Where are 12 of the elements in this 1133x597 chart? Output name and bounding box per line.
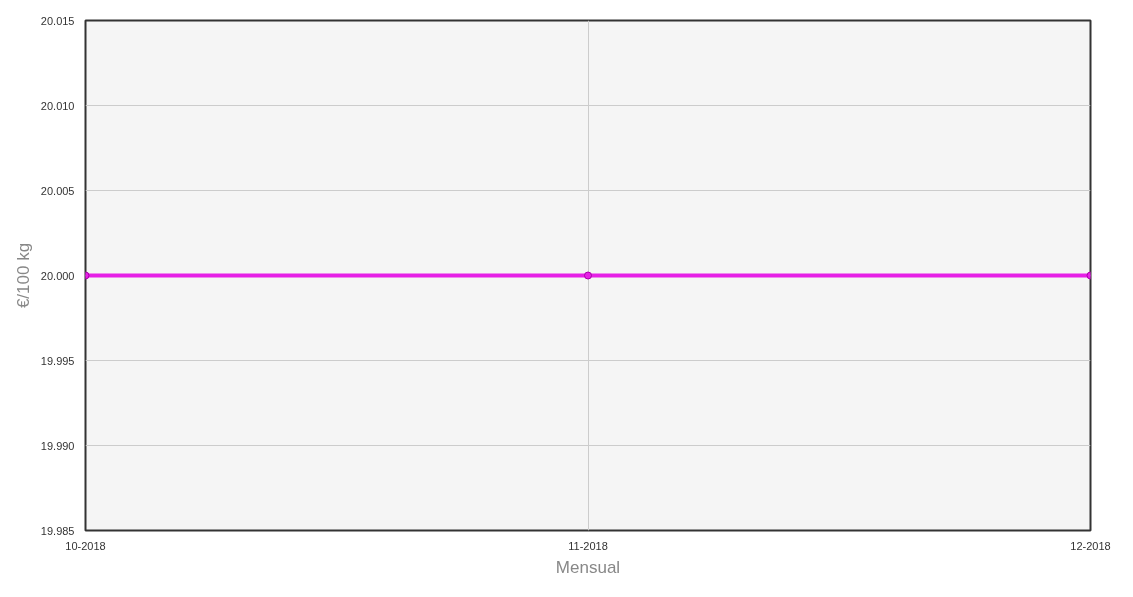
y-tick-label: 20.010 — [40, 99, 75, 112]
y-tick-label: 19.985 — [40, 524, 75, 537]
y-tick-label: 19.995 — [40, 354, 75, 367]
y-axis-title: €/100 kg — [13, 242, 33, 309]
y-tick-label: 19.990 — [40, 439, 75, 452]
x-tick-label: 12-2018 — [1070, 539, 1111, 552]
y-tick-label: 20.015 — [40, 14, 75, 27]
y-tick-label: 20.005 — [40, 184, 75, 197]
x-tick-label: 11-2018 — [568, 539, 608, 552]
y-tick-label: 20.000 — [40, 269, 75, 282]
x-tick-label: 10-2018 — [65, 539, 106, 552]
x-axis-title: Mensual — [555, 557, 621, 577]
